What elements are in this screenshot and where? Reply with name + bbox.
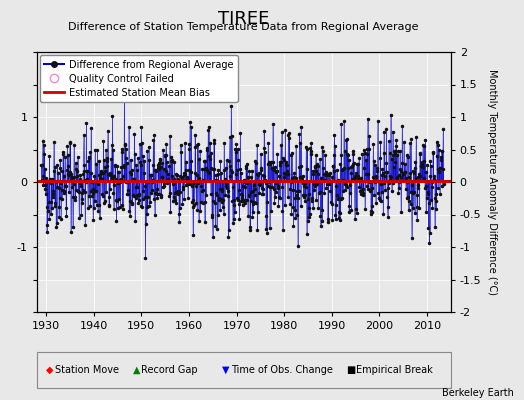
Text: Time of Obs. Change: Time of Obs. Change bbox=[231, 365, 332, 375]
Text: ▲: ▲ bbox=[133, 365, 140, 375]
Text: Berkeley Earth: Berkeley Earth bbox=[442, 388, 514, 398]
Y-axis label: Monthly Temperature Anomaly Difference (°C): Monthly Temperature Anomaly Difference (… bbox=[487, 69, 497, 295]
Text: TIREE: TIREE bbox=[218, 10, 269, 28]
Text: Station Move: Station Move bbox=[55, 365, 119, 375]
Text: ◆: ◆ bbox=[46, 365, 53, 375]
Legend: Difference from Regional Average, Quality Control Failed, Estimated Station Mean: Difference from Regional Average, Qualit… bbox=[40, 55, 238, 102]
Text: ▼: ▼ bbox=[222, 365, 229, 375]
Text: ■: ■ bbox=[346, 365, 356, 375]
Text: Record Gap: Record Gap bbox=[141, 365, 198, 375]
Text: Difference of Station Temperature Data from Regional Average: Difference of Station Temperature Data f… bbox=[69, 22, 419, 32]
Text: Empirical Break: Empirical Break bbox=[356, 365, 433, 375]
